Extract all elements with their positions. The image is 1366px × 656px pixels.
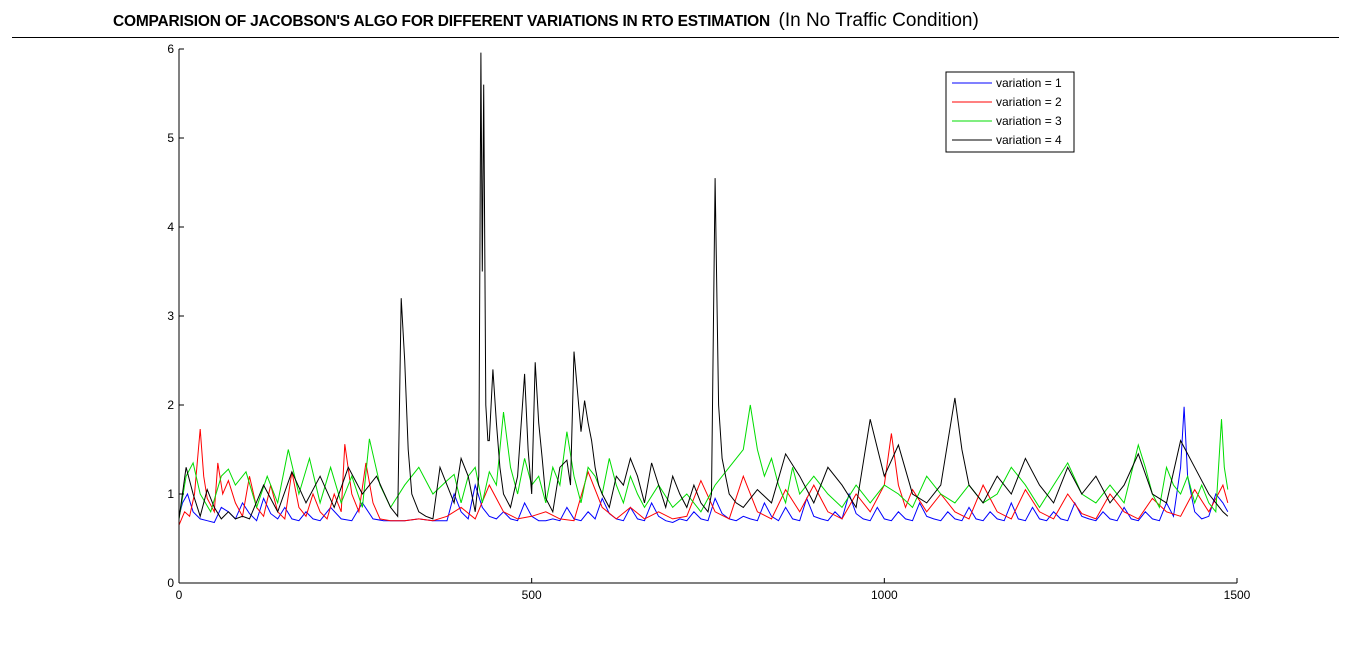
series-line-4 <box>178 52 1229 520</box>
x-tick-label: 1000 <box>871 588 898 602</box>
legend-label: variation = 3 <box>996 114 1062 128</box>
x-tick-label: 500 <box>522 588 542 602</box>
series-line-3 <box>178 404 1229 519</box>
y-tick-label: 6 <box>167 42 174 56</box>
title-underline <box>12 37 1339 38</box>
legend-label: variation = 4 <box>996 133 1062 147</box>
y-tick-label: 4 <box>167 220 174 234</box>
plot-lines <box>178 52 1229 526</box>
y-tick-label: 5 <box>167 131 174 145</box>
y-tick-label: 2 <box>167 398 174 412</box>
y-tick-label: 1 <box>167 487 174 501</box>
chart-title-bar: COMPARISION OF JACOBSON'S ALGO FOR DIFFE… <box>0 0 1366 38</box>
legend-label: variation = 2 <box>996 95 1062 109</box>
x-tick-label: 1500 <box>1224 588 1251 602</box>
legend-label: variation = 1 <box>996 76 1062 90</box>
y-tick-label: 3 <box>167 309 174 323</box>
chart-title-sub: (In No Traffic Condition) <box>778 10 979 31</box>
series-line-2 <box>178 428 1229 526</box>
series-line-1 <box>178 406 1229 524</box>
y-tick-label: 0 <box>167 576 174 590</box>
chart-title: COMPARISION OF JACOBSON'S ALGO FOR DIFFE… <box>113 10 979 32</box>
legend-box <box>945 71 1075 153</box>
axes: 0 1 2 3 4 5 6 0 500 1000 1500 <box>167 42 1250 602</box>
legend: variation = 1 variation = 2 variation = 3 v… <box>945 71 1075 153</box>
x-tick-label: 0 <box>176 588 183 602</box>
chart-title-main: COMPARISION OF JACOBSON'S ALGO FOR DIFFE… <box>113 13 771 30</box>
